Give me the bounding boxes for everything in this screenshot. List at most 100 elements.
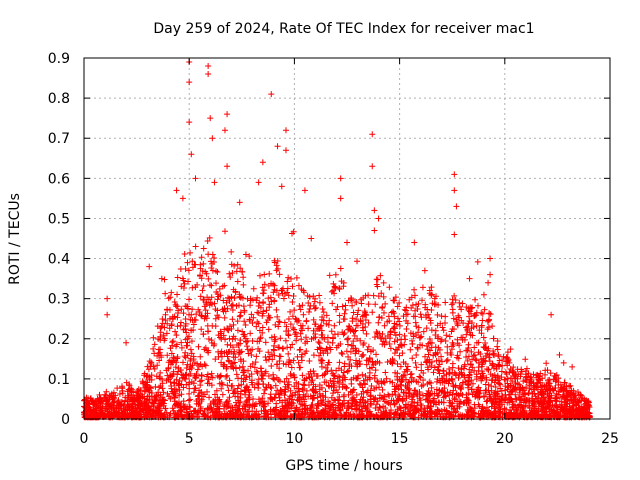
data-point <box>259 290 266 297</box>
data-point <box>478 309 485 316</box>
data-point <box>478 377 485 384</box>
data-point <box>182 320 189 327</box>
data-point <box>423 359 430 366</box>
data-point <box>449 360 456 367</box>
data-point <box>205 63 212 70</box>
data-point <box>431 410 438 417</box>
data-point <box>368 401 375 408</box>
data-point <box>466 329 473 336</box>
data-point <box>525 389 532 396</box>
data-point <box>559 386 566 393</box>
x-tick-label: 15 <box>391 431 409 447</box>
data-point <box>547 370 554 377</box>
data-point <box>492 399 499 406</box>
data-point <box>402 360 409 367</box>
data-point <box>162 405 169 412</box>
data-point <box>208 370 215 377</box>
data-point <box>310 368 317 375</box>
data-point <box>171 394 178 401</box>
data-point <box>180 359 187 366</box>
data-point <box>500 353 507 360</box>
data-point <box>414 345 421 352</box>
data-point <box>251 384 258 391</box>
data-point <box>233 268 240 275</box>
data-point <box>128 412 135 419</box>
data-point <box>394 376 401 383</box>
data-point <box>274 361 281 368</box>
data-point <box>125 386 132 393</box>
data-point <box>349 389 356 396</box>
data-point <box>182 265 189 272</box>
data-point <box>261 287 268 294</box>
data-point <box>339 351 346 358</box>
data-point <box>451 405 458 412</box>
data-point <box>340 316 347 323</box>
plot-frame <box>83 57 611 420</box>
data-point <box>341 310 348 317</box>
data-point <box>194 366 201 373</box>
data-point <box>301 187 308 194</box>
data-point <box>197 382 204 389</box>
data-point <box>373 351 380 358</box>
data-point <box>351 412 358 419</box>
data-point <box>119 385 126 392</box>
data-point <box>378 335 385 342</box>
data-point <box>164 320 171 327</box>
data-point <box>311 305 318 312</box>
data-point <box>533 395 540 402</box>
data-point <box>451 231 458 238</box>
data-point <box>376 404 383 411</box>
data-point <box>143 381 150 388</box>
data-point <box>474 302 481 309</box>
data-point <box>224 372 231 379</box>
data-point <box>84 399 91 406</box>
data-point <box>235 350 242 357</box>
data-point <box>313 373 320 380</box>
data-point <box>247 302 254 309</box>
data-point <box>345 353 352 360</box>
data-point <box>200 260 207 267</box>
data-point <box>330 384 337 391</box>
data-point <box>386 378 393 385</box>
data-point <box>408 394 415 401</box>
data-point <box>351 396 358 403</box>
data-point <box>217 350 224 357</box>
data-point <box>373 281 380 288</box>
data-point <box>490 347 497 354</box>
data-point <box>393 383 400 390</box>
data-point <box>341 391 348 398</box>
data-point <box>295 282 302 289</box>
data-point <box>160 332 167 339</box>
data-point <box>451 396 458 403</box>
data-point <box>195 343 202 350</box>
data-point <box>320 309 327 316</box>
data-point <box>504 384 511 391</box>
data-point <box>205 71 212 78</box>
data-point <box>428 284 435 291</box>
data-point <box>461 374 468 381</box>
data-point <box>226 411 233 418</box>
data-point <box>234 327 241 334</box>
data-point <box>409 340 416 347</box>
data-point <box>364 389 371 396</box>
data-point <box>309 395 316 402</box>
data-point <box>333 306 340 313</box>
data-point <box>270 289 277 296</box>
data-point <box>407 346 414 353</box>
data-point <box>209 407 216 414</box>
data-point <box>150 363 157 370</box>
data-point <box>227 274 234 281</box>
data-point <box>463 331 470 338</box>
data-point <box>220 332 227 339</box>
data-point <box>326 383 333 390</box>
data-point <box>494 343 501 350</box>
data-point <box>479 361 486 368</box>
data-point <box>90 412 97 419</box>
data-point <box>287 321 294 328</box>
data-point <box>440 368 447 375</box>
data-point <box>224 163 231 170</box>
data-point <box>344 341 351 348</box>
data-point <box>348 363 355 370</box>
data-point <box>260 372 267 379</box>
